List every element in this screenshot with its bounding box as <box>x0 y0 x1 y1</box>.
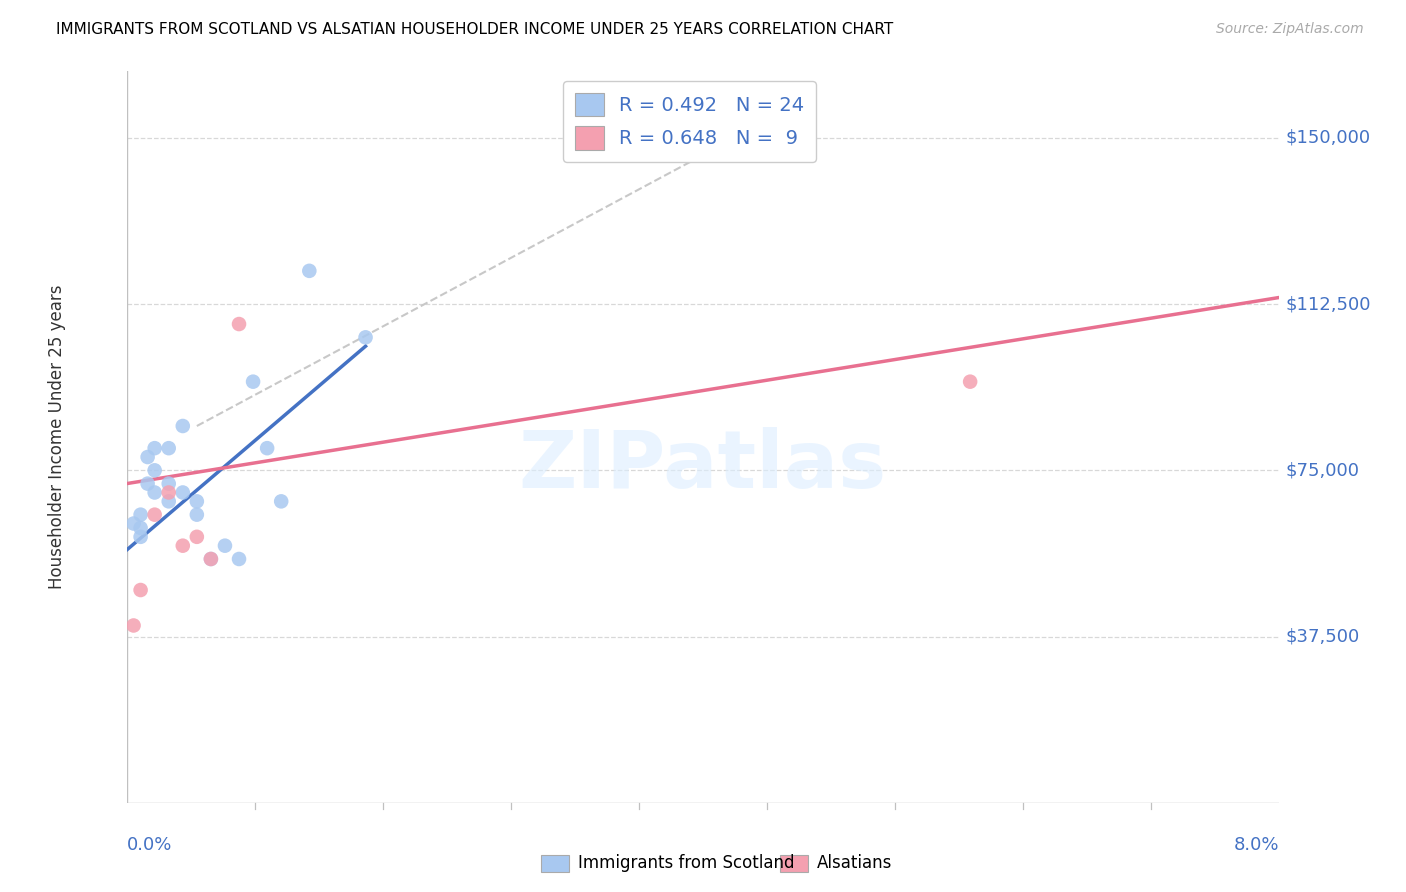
Point <box>172 539 194 553</box>
Text: 8.0%: 8.0% <box>1234 836 1279 854</box>
Point <box>172 485 194 500</box>
Text: $37,500: $37,500 <box>1285 628 1360 646</box>
Text: 0.0%: 0.0% <box>127 836 172 854</box>
Legend: R = 0.492   N = 24, R = 0.648   N =  9: R = 0.492 N = 24, R = 0.648 N = 9 <box>562 81 815 161</box>
Point <box>186 494 208 508</box>
Point <box>172 419 194 434</box>
Point <box>143 485 166 500</box>
Text: $150,000: $150,000 <box>1285 128 1371 147</box>
Point <box>186 508 208 522</box>
Text: Householder Income Under 25 years: Householder Income Under 25 years <box>48 285 66 590</box>
Point <box>122 618 145 632</box>
Point <box>298 264 321 278</box>
Point <box>143 508 166 522</box>
Point <box>186 530 208 544</box>
Point <box>354 330 377 344</box>
Point <box>270 494 292 508</box>
Point <box>228 317 250 331</box>
Point <box>200 552 222 566</box>
Point <box>143 441 166 455</box>
Text: IMMIGRANTS FROM SCOTLAND VS ALSATIAN HOUSEHOLDER INCOME UNDER 25 YEARS CORRELATI: IMMIGRANTS FROM SCOTLAND VS ALSATIAN HOU… <box>56 22 893 37</box>
Point <box>200 552 222 566</box>
Point <box>959 375 981 389</box>
Point <box>214 539 236 553</box>
Text: $75,000: $75,000 <box>1285 461 1360 479</box>
Point <box>157 494 180 508</box>
Point <box>157 476 180 491</box>
Point <box>129 521 152 535</box>
Point <box>157 441 180 455</box>
Point <box>242 375 264 389</box>
Point <box>157 485 180 500</box>
Point <box>122 516 145 531</box>
Text: Immigrants from Scotland: Immigrants from Scotland <box>578 855 794 872</box>
Point <box>136 450 159 464</box>
Text: ZIPatlas: ZIPatlas <box>519 427 887 506</box>
Text: Source: ZipAtlas.com: Source: ZipAtlas.com <box>1216 22 1364 37</box>
Point <box>143 463 166 477</box>
Text: $112,500: $112,500 <box>1285 295 1371 313</box>
Point <box>129 582 152 597</box>
Point <box>129 508 152 522</box>
Point <box>129 530 152 544</box>
Point <box>136 476 159 491</box>
Text: Alsatians: Alsatians <box>817 855 893 872</box>
Point <box>256 441 278 455</box>
Point <box>228 552 250 566</box>
